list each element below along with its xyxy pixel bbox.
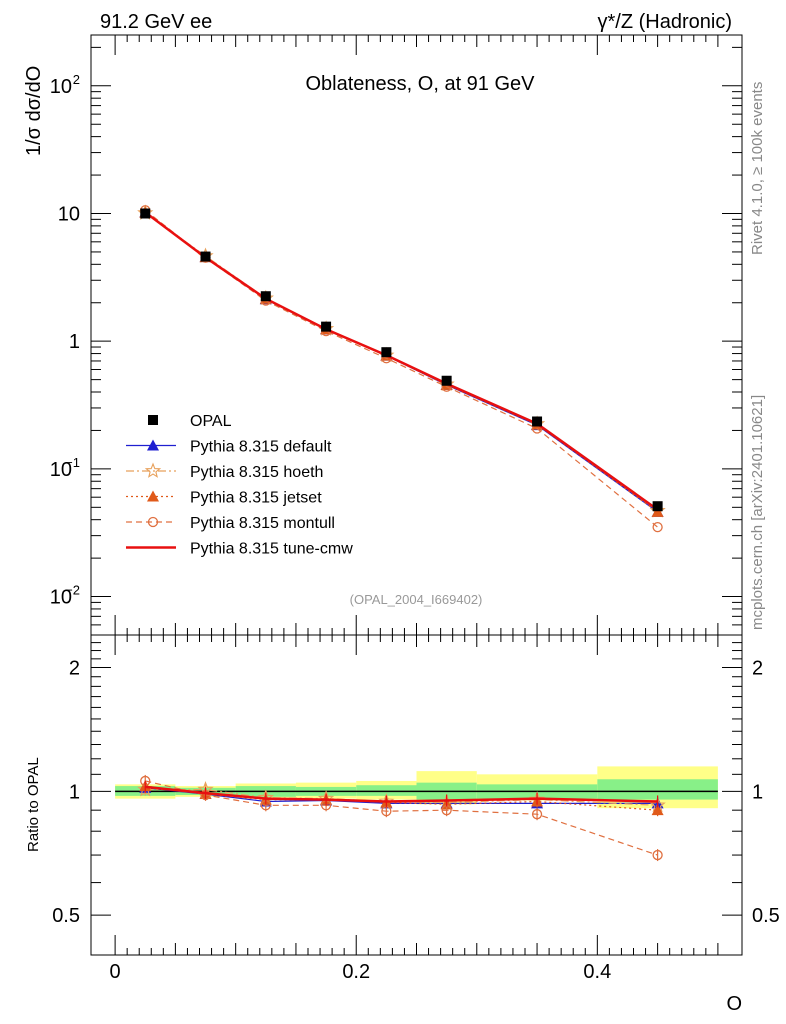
legend-marker-reference xyxy=(148,415,158,425)
ratio-line-4 xyxy=(145,785,658,803)
y-tick-label-exponent: −2 xyxy=(65,583,80,598)
x-tick-label: 0.4 xyxy=(583,961,611,983)
x-axis-label: O xyxy=(726,993,742,1015)
reference-point xyxy=(321,321,332,332)
legend-label-reference: OPAL xyxy=(190,413,232,430)
ratio-y-axis-label: Ratio to OPAL xyxy=(25,757,42,852)
reference-point xyxy=(652,501,663,512)
series-line-4 xyxy=(144,211,659,511)
ratio-point-2 xyxy=(651,804,664,816)
chart-title: Oblateness, O, at 91 GeV xyxy=(305,73,535,95)
y-tick-label: 1 xyxy=(69,331,80,353)
ratio-y-tick-label-right: 2 xyxy=(752,658,763,680)
legend-label-2: Pythia 8.315 jetset xyxy=(190,490,322,507)
ratio-y-tick-label: 1 xyxy=(69,781,80,803)
y-tick-label-exponent: −1 xyxy=(65,455,80,470)
series-point-2 xyxy=(651,505,664,517)
header-right-label: γ*/Z (Hadronic) xyxy=(598,11,732,33)
reference-point xyxy=(381,347,392,358)
y-tick-label: 10 xyxy=(58,203,80,225)
mcplots-label: mcplots.cern.ch [arXiv:2401.10621] xyxy=(749,395,766,630)
x-tick-label: 0 xyxy=(110,961,121,983)
reference-point xyxy=(260,291,271,302)
header-left-label: 91.2 GeV ee xyxy=(100,11,212,33)
series-line-3 xyxy=(144,209,658,528)
y-axis-label: 1/σ dσ/dO xyxy=(23,66,45,156)
analysis-tag: (OPAL_2004_I669402) xyxy=(350,592,483,607)
ratio-point-3 xyxy=(531,809,543,820)
ratio-y-tick-label-right: 1 xyxy=(752,781,763,803)
reference-point xyxy=(532,416,543,427)
y-tick-label-exponent: 2 xyxy=(73,72,80,87)
main-panel xyxy=(90,34,743,636)
legend-marker-1 xyxy=(144,462,162,478)
ratio-y-tick-label: 2 xyxy=(69,658,80,680)
legend-marker-0 xyxy=(147,439,159,451)
ratio-point-3 xyxy=(652,849,663,861)
reference-point xyxy=(200,251,211,262)
legend-marker-3 xyxy=(147,516,159,528)
y-tick-label: 10 xyxy=(50,587,72,609)
ratio-y-tick-label-right: 0.5 xyxy=(752,905,780,927)
y-tick-label: 10 xyxy=(50,459,72,481)
y-tick-label: 10 xyxy=(50,76,72,98)
ratio-band-inner xyxy=(356,785,417,796)
rivet-version-label: Rivet 4.1.0, ≥ 100k events xyxy=(749,82,766,255)
legend-label-1: Pythia 8.315 hoeth xyxy=(190,464,323,481)
ratio-band-inner xyxy=(597,779,718,800)
reference-point xyxy=(140,208,151,219)
legend-label-4: Pythia 8.315 tune-cmw xyxy=(190,541,353,558)
series-point-3 xyxy=(652,521,663,533)
ratio-line-3 xyxy=(145,780,658,856)
ratio-y-tick-label: 0.5 xyxy=(52,905,80,927)
legend-label-3: Pythia 8.315 montull xyxy=(190,515,335,532)
x-tick-label: 0.2 xyxy=(342,961,370,983)
legend-marker-2 xyxy=(147,490,159,502)
reference-point xyxy=(441,375,452,386)
legend: OPAL Pythia 8.315 default Pythia 8.315 hoe… xyxy=(126,413,353,558)
legend-label-0: Pythia 8.315 default xyxy=(190,439,332,456)
ratio-panel xyxy=(90,634,743,956)
